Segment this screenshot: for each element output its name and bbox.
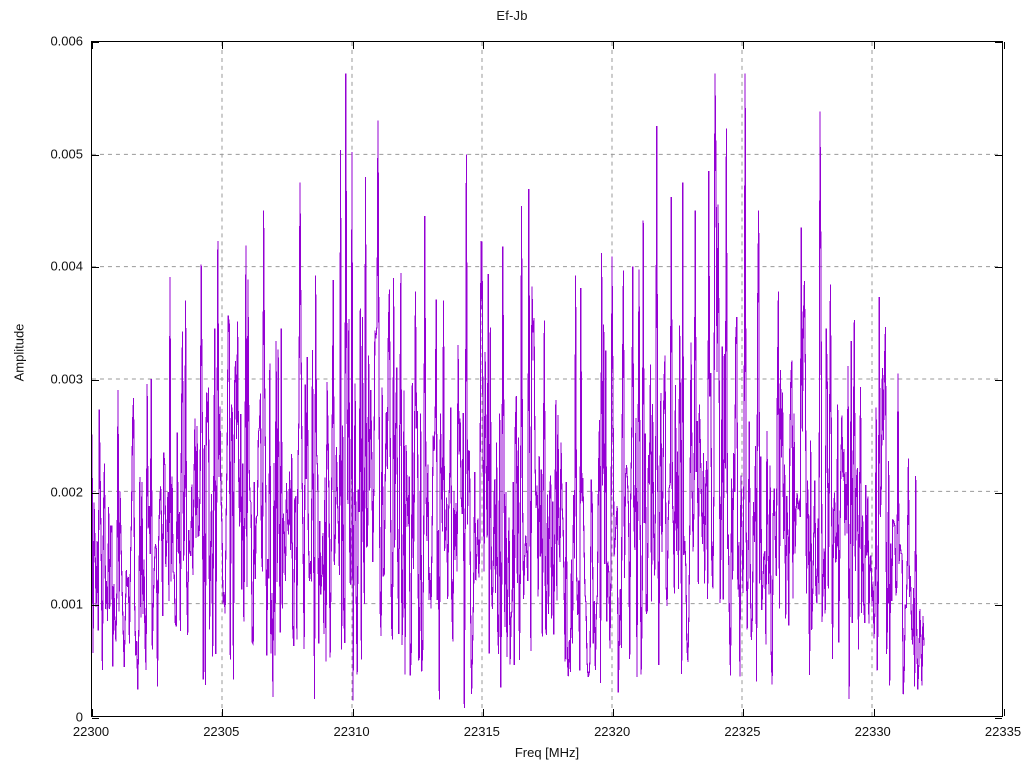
- x-tick-mark: [743, 709, 745, 716]
- x-tick-mark: [482, 42, 484, 49]
- y-tick-mark: [92, 492, 99, 494]
- x-tick-mark: [352, 42, 354, 49]
- x-tick-label: 22315: [463, 724, 500, 739]
- x-tick-mark: [613, 709, 615, 716]
- x-axis-tick-labels: 22300 22305 22310 22315 22320 22325 22330 22335: [73, 724, 1021, 744]
- y-tick-mark: [995, 718, 1002, 719]
- y-tick-mark: [995, 154, 1002, 156]
- x-tick-mark: [92, 709, 93, 716]
- y-tick-label: 0.001: [50, 596, 83, 612]
- x-axis-label: Freq [MHz]: [514, 745, 580, 760]
- y-tick-mark: [92, 718, 99, 719]
- x-tick-label: 22310: [333, 724, 370, 739]
- y-tick-mark: [92, 380, 99, 381]
- y-tick-mark: [92, 154, 99, 156]
- x-tick-mark: [743, 42, 745, 49]
- y-tick-label: 0.004: [50, 258, 83, 274]
- x-tick-mark: [613, 42, 615, 49]
- plot-area: [91, 41, 1005, 719]
- x-tick-mark: [873, 42, 875, 49]
- data-series-ef-jb: [92, 73, 925, 709]
- y-tick-mark: [995, 492, 1002, 494]
- x-tick-mark: [222, 709, 224, 716]
- x-tick-mark: [222, 42, 224, 49]
- y-tick-mark: [995, 42, 1002, 43]
- y-tick-mark: [995, 380, 1002, 381]
- y-tick-mark: [92, 42, 99, 43]
- page-title: Ef-Jb: [496, 8, 528, 23]
- x-tick-label: 22335: [984, 724, 1022, 739]
- y-tick-mark: [995, 605, 1002, 607]
- y-tick-label: 0.006: [50, 33, 83, 49]
- x-tick-mark: [1004, 42, 1005, 49]
- y-axis-label: Amplitude: [11, 323, 27, 382]
- y-tick-label: 0.005: [50, 146, 83, 162]
- y-tick-label: 0.002: [50, 484, 83, 500]
- y-tick-label: 0: [75, 709, 83, 725]
- x-tick-mark: [92, 42, 93, 49]
- spectrum-trace: [92, 73, 925, 709]
- y-axis-tick-labels: 0 0.001 0.002 0.003 0.004 0.005 0.006: [0, 34, 83, 725]
- x-tick-label: 22325: [724, 724, 761, 739]
- x-tick-mark: [873, 709, 875, 716]
- x-tick-label: 22320: [594, 724, 631, 739]
- y-tick-mark: [995, 267, 1002, 269]
- x-tick-label: 22300: [72, 724, 110, 739]
- y-tick-mark: [92, 267, 99, 269]
- x-tick-mark: [1004, 709, 1005, 716]
- y-tick-label: 0.003: [50, 371, 83, 387]
- y-tick-mark: [92, 605, 99, 607]
- x-tick-mark: [352, 709, 354, 716]
- x-tick-mark: [482, 709, 484, 716]
- x-tick-label: 22330: [854, 724, 891, 739]
- x-tick-label: 22305: [203, 724, 240, 739]
